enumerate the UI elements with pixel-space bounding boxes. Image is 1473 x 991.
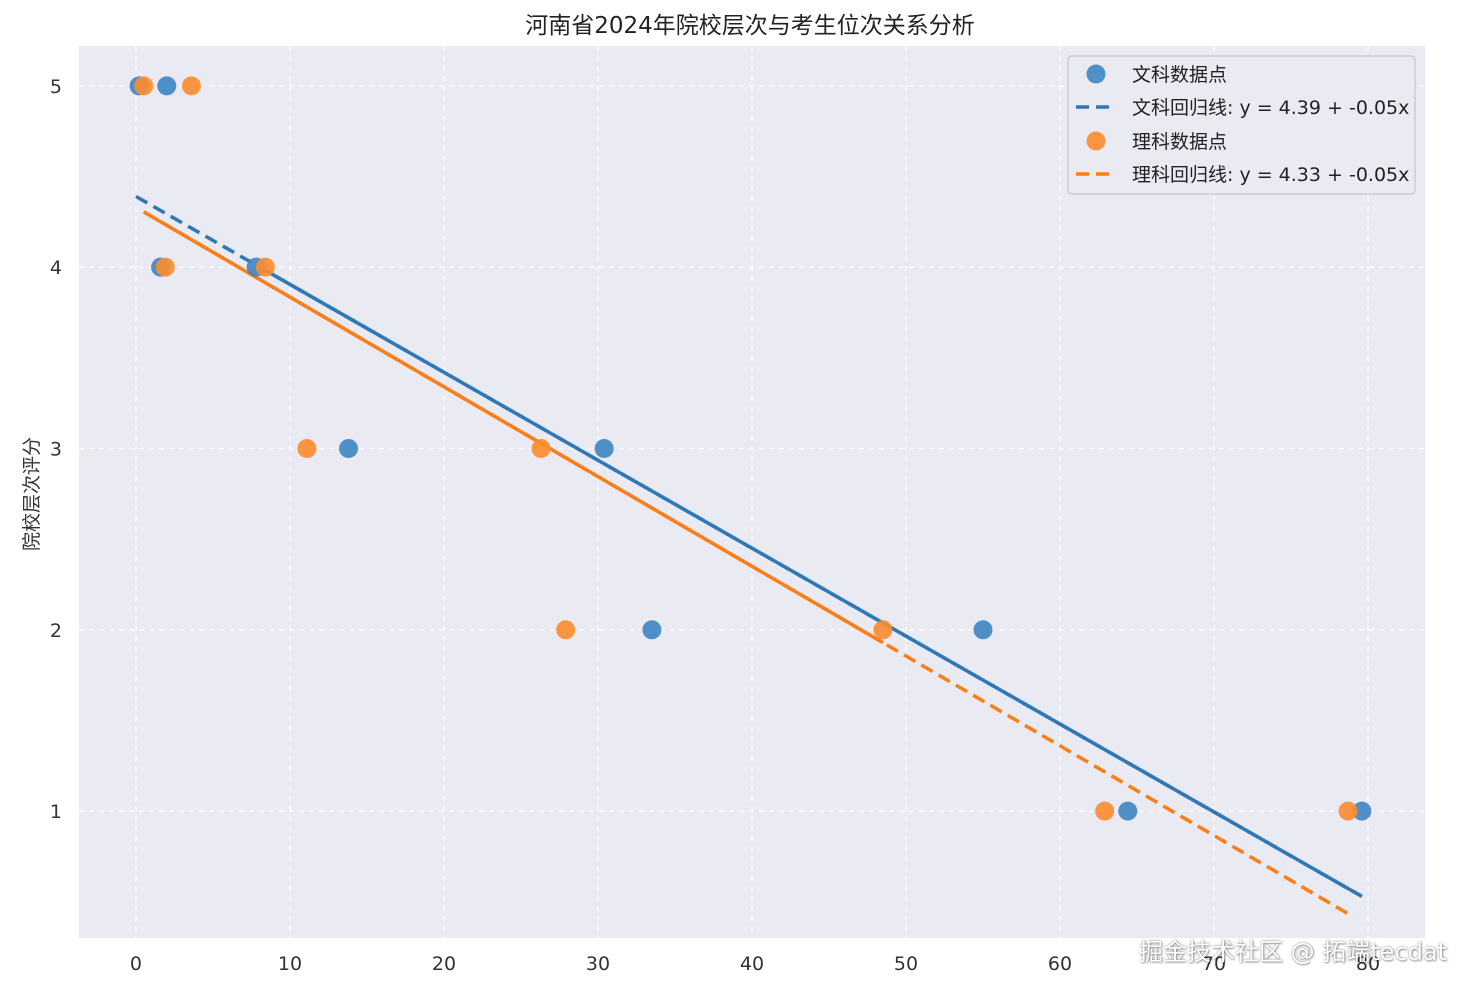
gridlines: [79, 46, 1425, 938]
y-tick-label: 1: [50, 801, 62, 823]
scatter-point: [873, 620, 893, 640]
x-tick-label: 50: [894, 953, 918, 975]
x-tick-label: 80: [1356, 953, 1380, 975]
scatter-point: [642, 620, 662, 640]
y-tick-label: 3: [50, 438, 62, 460]
data-points: [129, 76, 1372, 821]
legend-marker: [1086, 131, 1106, 151]
x-tick-label: 60: [1048, 953, 1072, 975]
scatter-point: [1118, 801, 1138, 821]
x-axis-ticks: 0 10 20 30 40 50 60 70 80: [130, 953, 1380, 975]
scatter-point: [1352, 801, 1372, 821]
y-tick-label: 4: [50, 257, 62, 279]
y-tick-label: 2: [50, 620, 62, 642]
regression-lines: [135, 194, 1363, 916]
scatter-point: [157, 76, 177, 96]
legend-label: 文科数据点: [1132, 64, 1227, 86]
x-tick-label: 30: [586, 953, 610, 975]
legend-label: 文科回归线: y = 4.39 + -0.05x: [1132, 97, 1409, 119]
legend-label: 理科数据点: [1132, 131, 1227, 153]
chart-title: 河南省2024年院校层次与考生位次关系分析: [525, 13, 975, 39]
x-tick-label: 20: [432, 953, 456, 975]
watermark: 掘金技术社区 @ 拓端tecdat: [1139, 938, 1447, 966]
scatter-point: [297, 438, 317, 458]
scatter-point: [1095, 801, 1115, 821]
x-tick-label: 10: [278, 953, 302, 975]
x-tick-label: 70: [1202, 953, 1226, 975]
y-tick-label: 5: [50, 76, 62, 98]
scatter-point: [134, 76, 154, 96]
scatter-point: [531, 438, 551, 458]
scatter-point: [255, 257, 275, 277]
legend-label: 理科回归线: y = 4.33 + -0.05x: [1132, 164, 1409, 186]
scatter-point: [556, 620, 576, 640]
y-axis-label: 院校层次评分: [21, 437, 43, 551]
scatter-point: [155, 257, 175, 277]
scatter-point: [594, 438, 614, 458]
y-axis-ticks: 1 2 3 4 5: [50, 76, 62, 823]
x-tick-label: 40: [740, 953, 764, 975]
legend-box: [1067, 55, 1416, 195]
legend-marker: [1086, 64, 1106, 84]
scatter-point: [181, 76, 201, 96]
x-tick-label: 0: [130, 953, 142, 975]
scatter-point: [973, 620, 993, 640]
scatter-point: [339, 438, 359, 458]
regression-line-solid: [255, 263, 1363, 898]
regression-line-solid: [142, 210, 884, 645]
scatter-point: [1338, 801, 1358, 821]
